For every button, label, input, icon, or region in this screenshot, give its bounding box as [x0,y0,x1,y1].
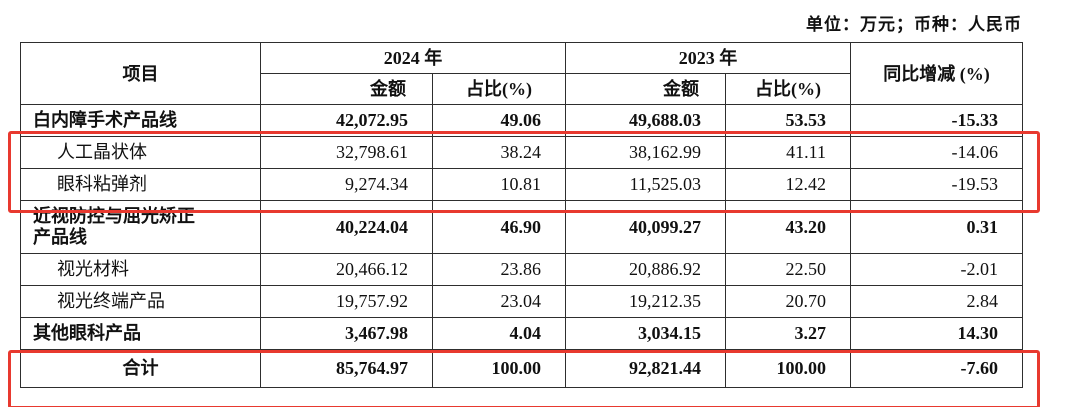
cell-amount-2024: 19,757.92 [260,285,433,318]
cell-amount-2024: 3,467.98 [260,317,433,350]
cell-amount-2024: 40,224.04 [260,200,433,254]
cell-yoy: -7.60 [850,349,1023,388]
cell-proportion-2024: 4.04 [432,317,566,350]
cell-yoy: -2.01 [850,253,1023,286]
cell-proportion-2023: 20.70 [725,285,851,318]
col-header-year-2024: 2024 年 [260,42,566,74]
cell-proportion-2023: 3.27 [725,317,851,350]
col-header-amount-2024: 金额 [260,73,433,105]
cell-yoy: -15.33 [850,104,1023,137]
cell-yoy: 2.84 [850,285,1023,318]
cell-proportion-2023: 100.00 [725,349,851,388]
cell-proportion-2023: 53.53 [725,104,851,137]
cell-yoy: -14.06 [850,136,1023,169]
col-header-item: 项目 [20,42,261,105]
cell-proportion-2023: 22.50 [725,253,851,286]
cell-proportion-2024: 46.90 [432,200,566,254]
cell-amount-2024: 42,072.95 [260,104,433,137]
cell-amount-2023: 20,886.92 [565,253,726,286]
table-row-intraocular-lens: 人工晶状体 32,798.61 38.24 38,162.99 41.11 -1… [20,136,1023,169]
row-label: 人工晶状体 [20,136,261,169]
cell-amount-2024: 9,274.34 [260,168,433,201]
cell-amount-2023: 19,212.35 [565,285,726,318]
col-header-year-2023: 2023 年 [565,42,851,74]
cell-amount-2023: 38,162.99 [565,136,726,169]
cell-proportion-2024: 38.24 [432,136,566,169]
cell-amount-2024: 20,466.12 [260,253,433,286]
table-row-viscoelastic: 眼科粘弹剂 9,274.34 10.81 11,525.03 12.42 -19… [20,168,1023,201]
cell-yoy: -19.53 [850,168,1023,201]
cell-proportion-2024: 49.06 [432,104,566,137]
cell-yoy: 0.31 [850,200,1023,254]
col-header-yoy: 同比增减 (%) [850,42,1023,105]
row-label: 视光材料 [20,253,261,286]
table-row-myopia-line: 近视防控与屈光矫正 产品线 40,224.04 46.90 40,099.27 … [20,200,1023,254]
cell-yoy: 14.30 [850,317,1023,350]
row-label: 视光终端产品 [20,285,261,318]
cell-amount-2024: 85,764.97 [260,349,433,388]
col-header-amount-2023: 金额 [565,73,726,105]
cell-amount-2024: 32,798.61 [260,136,433,169]
cell-proportion-2023: 43.20 [725,200,851,254]
table-header: 项目 2024 年 2023 年 同比增减 (%) 金额 占比(%) 金额 占比… [20,42,1023,105]
table-row-cataract-line: 白内障手术产品线 42,072.95 49.06 49,688.03 53.53… [20,104,1023,137]
col-header-proportion-2024: 占比(%) [432,73,566,105]
table-row-other-products: 其他眼科产品 3,467.98 4.04 3,034.15 3.27 14.30 [20,317,1023,350]
cell-proportion-2024: 100.00 [432,349,566,388]
cell-proportion-2024: 23.86 [432,253,566,286]
row-label: 近视防控与屈光矫正 产品线 [20,200,261,254]
cell-amount-2023: 40,099.27 [565,200,726,254]
table-row-optical-terminal: 视光终端产品 19,757.92 23.04 19,212.35 20.70 2… [20,285,1023,318]
row-label: 白内障手术产品线 [20,104,261,137]
cell-proportion-2023: 41.11 [725,136,851,169]
cell-amount-2023: 11,525.03 [565,168,726,201]
row-label: 眼科粘弹剂 [20,168,261,201]
cell-amount-2023: 3,034.15 [565,317,726,350]
cell-amount-2023: 49,688.03 [565,104,726,137]
table-row-optical-materials: 视光材料 20,466.12 23.86 20,886.92 22.50 -2.… [20,253,1023,286]
cell-amount-2023: 92,821.44 [565,349,726,388]
table-row-total: 合计 85,764.97 100.00 92,821.44 100.00 -7.… [20,349,1023,388]
row-label: 合计 [20,349,261,388]
row-label: 其他眼科产品 [20,317,261,350]
unit-note: 单位：万元；币种：人民币 [806,15,1022,34]
cell-proportion-2024: 10.81 [432,168,566,201]
revenue-table: 项目 2024 年 2023 年 同比增减 (%) 金额 占比(%) 金额 占比… [20,42,1023,388]
cell-proportion-2024: 23.04 [432,285,566,318]
col-header-proportion-2023: 占比(%) [725,73,851,105]
cell-proportion-2023: 12.42 [725,168,851,201]
